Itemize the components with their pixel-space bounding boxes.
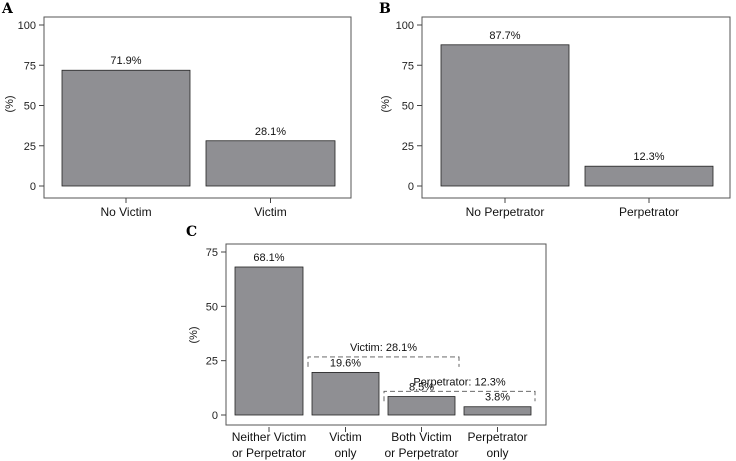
panel-a-y-tick-label: 100	[18, 20, 36, 32]
panel-c-category-label-line2: or Perpetrator	[384, 446, 458, 460]
panel-b-value-label: 87.7%	[489, 30, 520, 42]
panel-a-letter: A	[1, 1, 14, 17]
panel-b-marks: 0 25 50 75 100 87.7% No Perpetrator 12.3% Perpet…	[396, 20, 714, 219]
panel-c-y-tick-label: 0	[212, 410, 218, 422]
panel-b-category-label: Perpetrator	[619, 205, 679, 219]
panel-a-y-tick-label: 50	[24, 101, 36, 113]
panel-c-value-label: 68.1%	[253, 252, 284, 264]
panel-c-category-label-line2: only	[486, 446, 508, 460]
panel-c-y-tick-label: 25	[206, 356, 218, 368]
panel-b-y-tick-label: 75	[402, 60, 414, 72]
panel-a-y-axis-label: (%)	[4, 95, 16, 112]
panel-a-y-tick-label: 0	[30, 181, 36, 193]
panel-b-y-tick-label: 50	[402, 101, 414, 113]
panel-c-category-label-line2: or Perpetrator	[232, 446, 306, 460]
panel-b-value-label: 12.3%	[633, 151, 664, 163]
panel-a-value-label: 71.9%	[110, 55, 141, 67]
panel-a-marks: 0 25 50 75 100 71.9% No Victim 28.1% Victim	[18, 20, 336, 219]
panel-c-value-label: 3.8%	[485, 392, 510, 404]
panel-c-bar	[311, 372, 380, 416]
panel-c-annotation-bracket	[383, 390, 536, 402]
panel-b-bar	[440, 44, 570, 187]
panel-a-category-label: Victim	[254, 205, 286, 219]
panel-c-plot-frame	[225, 243, 547, 426]
panel-b: B (%) 0 25 50 75 100 87.7% No Perpetrator 12.3%…	[379, 1, 731, 219]
panel-c-annotation-label: Perpetrator: 12.3%	[413, 376, 506, 388]
panel-a-plot-frame	[43, 16, 352, 199]
panel-c-letter: C	[186, 224, 197, 240]
panel-c-y-tick-label: 75	[206, 247, 218, 259]
panel-b-category-label: No Perpetrator	[466, 205, 545, 219]
panel-a-y-tick-label: 25	[24, 141, 36, 153]
panel-b-y-axis-label: (%)	[380, 95, 392, 112]
panel-a-bar	[205, 140, 336, 187]
panel-b-y-tick-label: 25	[402, 141, 414, 153]
panel-c-value-label: 19.6%	[330, 357, 361, 369]
panel-c-value-label: 8.5%	[409, 382, 434, 394]
panel-b-bar	[584, 165, 714, 187]
panel-c-y-tick-label: 50	[206, 301, 218, 313]
panel-c-bar	[234, 266, 304, 416]
panel-c-bar	[463, 406, 532, 416]
panel-c-category-label: Neither Victim	[232, 430, 306, 444]
panel-c-category-label: Victim	[329, 430, 361, 444]
panel-c-category-label-line2: only	[334, 446, 356, 460]
panel-c-category-label: Perpetrator	[467, 430, 527, 444]
panel-a-value-label: 28.1%	[255, 126, 286, 138]
panel-a: A (%) 0 25 50 75 100 71.9% No Victim 28.1% Victi…	[1, 1, 352, 219]
panel-b-plot-frame	[421, 16, 731, 199]
panel-b-letter: B	[379, 1, 391, 17]
panel-c-marks: 0 25 50 75 68.1% Neither Victim or Perpetrator…	[206, 247, 536, 460]
panel-a-bar	[61, 69, 191, 187]
panel-a-y-tick-label: 75	[24, 60, 36, 72]
panel-b-y-tick-label: 100	[396, 20, 414, 32]
panel-c-annotation-label: Victim: 28.1%	[350, 342, 417, 354]
panel-c-category-label: Both Victim	[391, 430, 451, 444]
panel-c-bar	[387, 396, 456, 416]
panel-c: C (%) 0 25 50 75 68.1% Neither Victim or Perpe…	[186, 224, 547, 460]
panel-b-y-tick-label: 0	[408, 181, 414, 193]
panel-a-category-label: No Victim	[100, 205, 151, 219]
panel-c-y-axis-label: (%)	[188, 326, 200, 343]
